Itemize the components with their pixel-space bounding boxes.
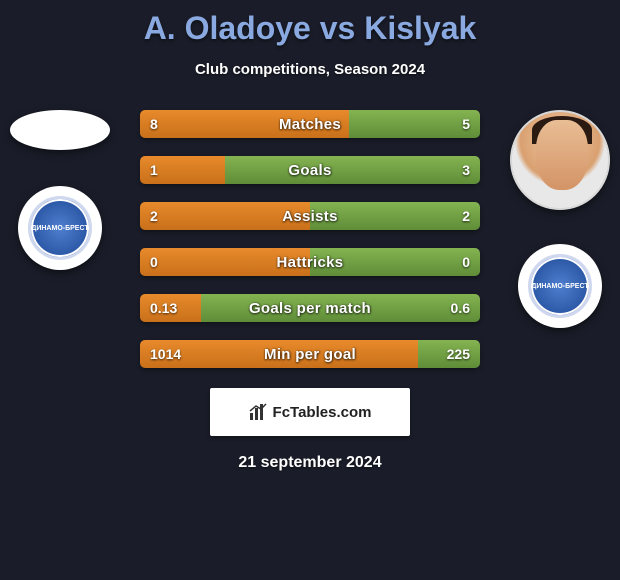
- stat-row: 22Assists: [140, 202, 480, 230]
- source-label: FcTables.com: [273, 404, 372, 421]
- comparison-main: ДИНАМО-БРЕСТ ДИНАМО-БРЕСТ 85Matches 13Goa…: [0, 110, 620, 472]
- player-left-avatar: [10, 110, 110, 150]
- club-badge-right-inner: ДИНАМО-БРЕСТ: [528, 254, 592, 318]
- player-right-avatar: [510, 110, 610, 210]
- club-badge-left-inner: ДИНАМО-БРЕСТ: [28, 196, 92, 260]
- stat-label: Matches: [140, 110, 480, 138]
- stat-label: Assists: [140, 202, 480, 230]
- stat-label: Hattricks: [140, 248, 480, 276]
- stat-label: Min per goal: [140, 340, 480, 368]
- comparison-subtitle: Club competitions, Season 2024: [0, 61, 620, 78]
- stat-label: Goals: [140, 156, 480, 184]
- stat-row: 85Matches: [140, 110, 480, 138]
- stat-row: 00Hattricks: [140, 248, 480, 276]
- club-badge-left: ДИНАМО-БРЕСТ: [18, 186, 102, 270]
- stat-row: 13Goals: [140, 156, 480, 184]
- comparison-title: A. Oladoye vs Kislyak: [0, 0, 620, 47]
- stat-row: 0.130.6Goals per match: [140, 294, 480, 322]
- avatar-face: [536, 120, 588, 190]
- bars-icon: [249, 403, 267, 421]
- club-badge-right: ДИНАМО-БРЕСТ: [518, 244, 602, 328]
- report-date: 21 september 2024: [0, 454, 620, 472]
- source-badge: FcTables.com: [210, 388, 410, 436]
- stat-label: Goals per match: [140, 294, 480, 322]
- stat-row: 1014225Min per goal: [140, 340, 480, 368]
- stat-bars: 85Matches 13Goals 22Assists 00Hattricks 0.13…: [140, 110, 480, 368]
